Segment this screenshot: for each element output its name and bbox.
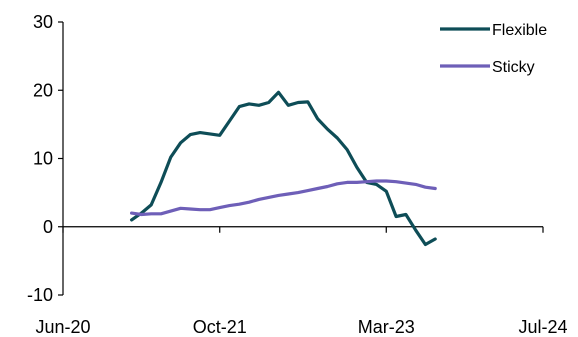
tick-labels: -10 0 10 20 30 Jun-20 Oct-21 Mar-23 Jul-24: [27, 12, 568, 337]
legend-label-flexible: Flexible: [492, 22, 547, 39]
axes: [58, 21, 544, 296]
legend: Flexible Sticky: [440, 22, 547, 76]
series-lines: [130, 90, 437, 247]
x-tick-label: Jul-24: [518, 317, 567, 337]
series-line-flexible: [130, 90, 437, 247]
x-tick-label: Mar-23: [358, 317, 415, 337]
x-tick-label: Jun-20: [35, 317, 90, 337]
y-tick-label: -10: [27, 285, 53, 305]
y-tick-label: 0: [43, 217, 53, 237]
y-tick-label: 30: [33, 12, 53, 32]
y-tick-label: 10: [33, 149, 53, 169]
series-line-sticky: [130, 179, 437, 217]
legend-label-sticky: Sticky: [492, 59, 535, 76]
x-tick-label: Oct-21: [193, 317, 247, 337]
y-tick-label: 20: [33, 80, 53, 100]
